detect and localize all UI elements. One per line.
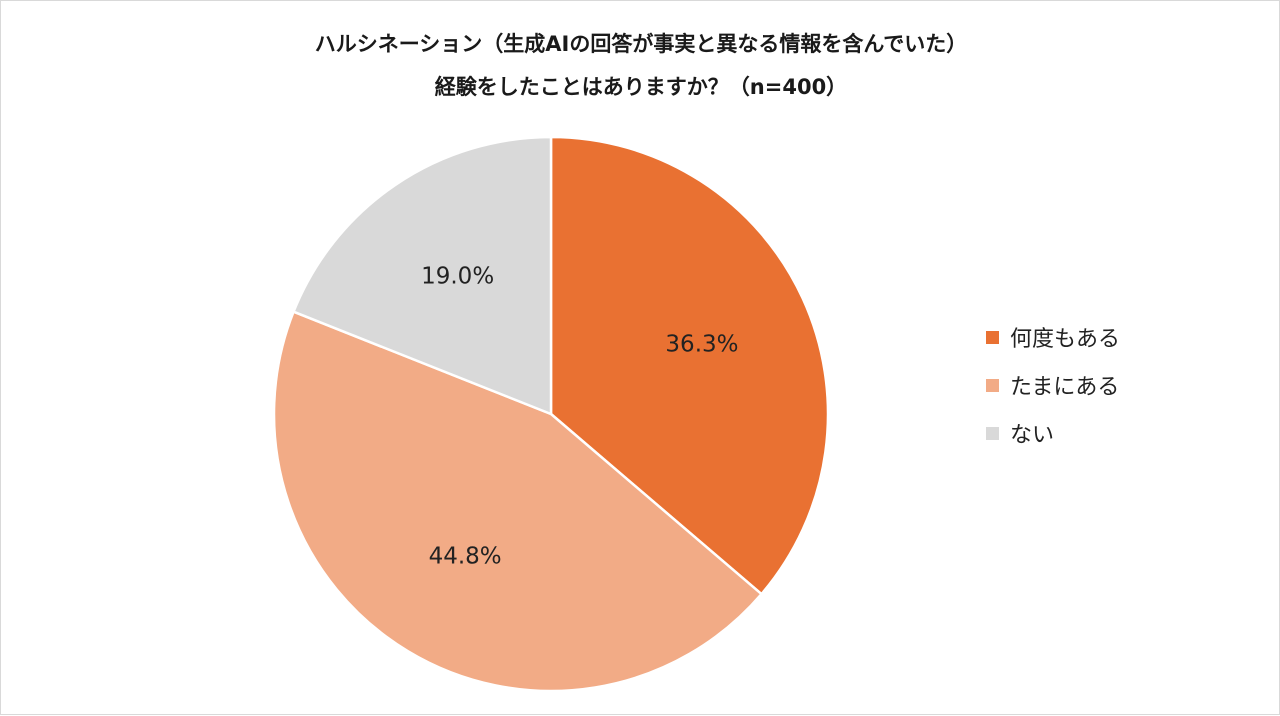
chart-title: ハルシネーション（生成AIの回答が事実と異なる情報を含んでいた） 経験をしたこと…	[1, 23, 1280, 109]
legend-item-2: ない	[986, 409, 1120, 457]
pie-data-label-1: 44.8%	[429, 543, 502, 569]
legend-label-1: たまにある	[1010, 375, 1120, 400]
legend-swatch-1	[986, 378, 999, 392]
pie-slice-1	[272, 310, 763, 693]
pie-data-label-0: 36.3%	[665, 331, 738, 357]
legend: 何度もある たまにある ない	[986, 313, 1120, 457]
legend-item-0: 何度もある	[986, 313, 1120, 361]
legend-item-1: たまにある	[986, 361, 1120, 409]
chart-title-line-1: ハルシネーション（生成AIの回答が事実と異なる情報を含んでいた）	[314, 32, 968, 56]
legend-swatch-2	[986, 426, 999, 440]
chart-title-line-2: 経験をしたことはありますか？（n=400）	[434, 75, 848, 99]
pie-slice-0	[549, 135, 830, 596]
legend-label-0: 何度もある	[1010, 327, 1121, 352]
legend-swatch-0	[986, 330, 999, 344]
legend-label-2: ない	[1010, 423, 1055, 448]
pie-slice-2	[292, 135, 553, 416]
pie-data-label-2: 19.0%	[421, 263, 494, 289]
